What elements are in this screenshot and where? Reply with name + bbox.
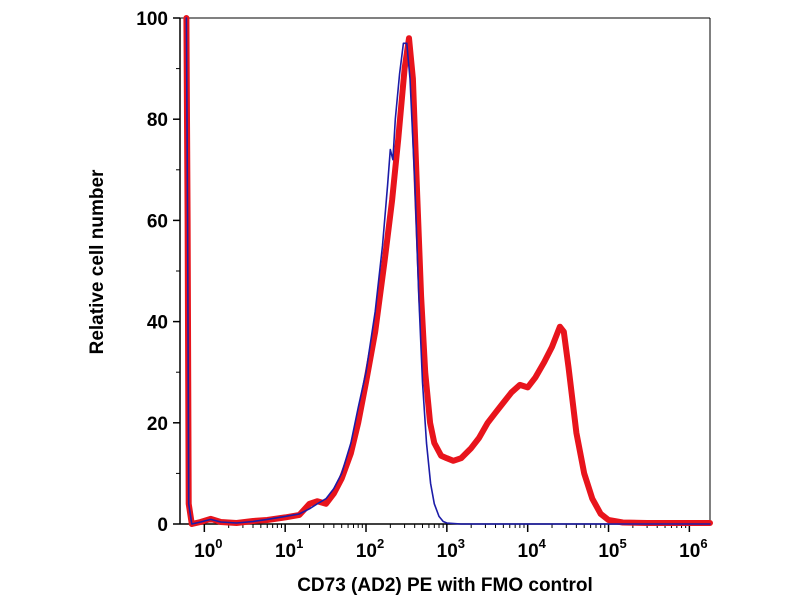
x-tick-label: 102: [356, 536, 384, 562]
x-axis-label: CD73 (AD2) PE with FMO control: [297, 575, 593, 596]
x-axis-ticks: 100 101 102 103 104 105 106: [194, 524, 708, 562]
x-tick-exponent: 3: [458, 536, 465, 551]
x-tick-base: 10: [679, 541, 700, 562]
x-tick-exponent: 2: [377, 536, 384, 551]
y-tick-label: 0: [157, 515, 168, 536]
series-line-1: [183, 15, 713, 527]
x-tick-base: 10: [437, 541, 458, 562]
x-tick-label: 101: [275, 536, 303, 562]
x-tick-label: 106: [679, 536, 707, 562]
x-tick-base: 10: [275, 541, 296, 562]
x-tick-label: 105: [598, 536, 626, 562]
histogram-series: [183, 15, 713, 527]
x-tick-label: 100: [194, 536, 222, 562]
plot-area: [179, 17, 711, 525]
x-tick-exponent: 5: [619, 536, 626, 551]
x-tick-base: 10: [194, 541, 215, 562]
y-tick-label: 100: [136, 9, 168, 30]
x-tick-base: 10: [598, 541, 619, 562]
x-tick-base: 10: [518, 541, 539, 562]
x-tick-label: 104: [518, 536, 547, 562]
x-tick-base: 10: [356, 541, 377, 562]
x-tick-label: 103: [437, 536, 465, 562]
y-axis-ticks: 0 20 40 60 80 100: [136, 9, 180, 536]
series-line-2: [185, 17, 711, 525]
y-tick-label: 20: [147, 414, 168, 435]
x-tick-exponent: 0: [215, 536, 222, 551]
x-tick-exponent: 4: [539, 536, 547, 551]
y-tick-label: 40: [147, 313, 168, 334]
y-tick-label: 80: [147, 110, 168, 131]
x-tick-exponent: 6: [700, 536, 707, 551]
y-axis-label: Relative cell number: [87, 169, 108, 354]
x-tick-exponent: 1: [296, 536, 303, 551]
y-tick-label: 60: [147, 211, 168, 232]
